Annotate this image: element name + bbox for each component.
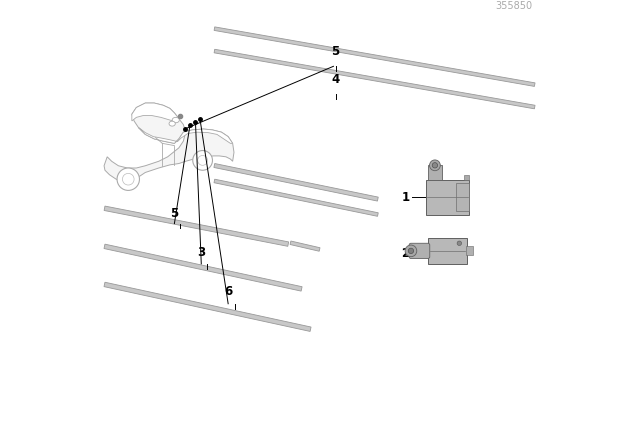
FancyBboxPatch shape [428, 165, 442, 180]
Polygon shape [214, 164, 378, 201]
Circle shape [457, 241, 461, 246]
Polygon shape [104, 206, 289, 246]
Circle shape [198, 155, 207, 165]
Text: 6: 6 [224, 285, 232, 298]
Polygon shape [214, 179, 378, 216]
Polygon shape [290, 241, 320, 251]
Text: 355850: 355850 [495, 1, 532, 11]
Text: 4: 4 [332, 73, 340, 86]
FancyBboxPatch shape [467, 246, 473, 255]
FancyBboxPatch shape [456, 183, 469, 211]
Polygon shape [214, 27, 535, 86]
Polygon shape [104, 282, 311, 332]
FancyBboxPatch shape [465, 175, 469, 180]
Circle shape [429, 160, 440, 171]
Circle shape [193, 151, 212, 170]
Text: 5: 5 [170, 207, 179, 220]
Text: 3: 3 [197, 246, 205, 259]
Polygon shape [214, 49, 535, 109]
Circle shape [122, 173, 134, 185]
Text: 2: 2 [401, 246, 410, 260]
FancyBboxPatch shape [409, 243, 430, 258]
Ellipse shape [169, 121, 175, 126]
Polygon shape [132, 103, 179, 122]
Circle shape [405, 245, 417, 257]
Circle shape [117, 168, 140, 190]
Polygon shape [104, 103, 234, 183]
FancyBboxPatch shape [426, 180, 469, 215]
Text: 1: 1 [401, 190, 410, 204]
Ellipse shape [172, 117, 179, 123]
Text: 5: 5 [332, 45, 340, 58]
Polygon shape [138, 128, 232, 143]
Polygon shape [104, 244, 302, 291]
Circle shape [408, 248, 413, 254]
Circle shape [432, 163, 438, 168]
FancyBboxPatch shape [428, 238, 467, 264]
